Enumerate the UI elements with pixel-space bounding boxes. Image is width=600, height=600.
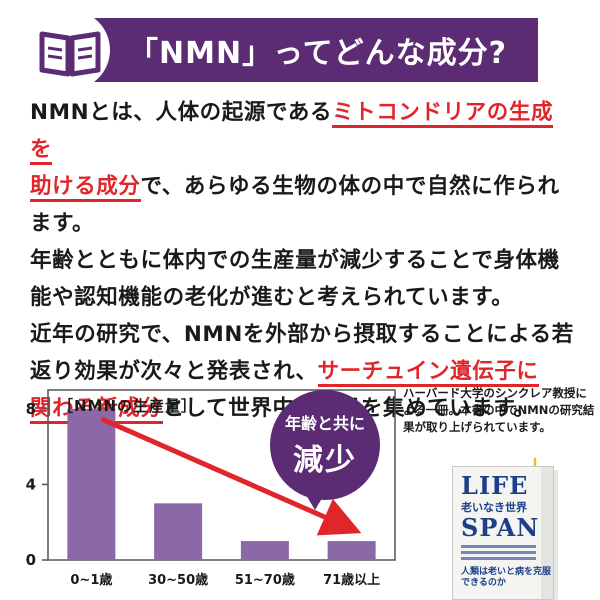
bar xyxy=(154,503,203,560)
book-decoration xyxy=(461,545,536,563)
page-title: 「NMN」ってどんな成分? xyxy=(128,36,507,71)
bar xyxy=(240,541,289,560)
bar xyxy=(67,408,116,560)
x-tick-label: 51~70歳 xyxy=(235,572,295,588)
highlight-helps-component: 助ける成分 xyxy=(30,174,141,202)
x-tick-label: 30~50歳 xyxy=(148,572,208,588)
icon-circle xyxy=(30,10,110,90)
y-tick-label: 0 xyxy=(26,551,36,569)
book-title-bottom: SPAN xyxy=(461,513,540,542)
highlight-mitochondria: ミトコンドリアの生成を xyxy=(30,100,554,165)
book-title-top: LIFE xyxy=(461,471,529,500)
chart-title: ［NMNの生産量］ xyxy=(58,397,198,415)
paragraph-2: 年齢とともに体内での生産量が減少することで身体機能や認知機能の老化が進むと考えら… xyxy=(30,248,560,310)
text-span: で、あらゆる生物の体の中で自然に作られます。 xyxy=(30,174,560,236)
bar xyxy=(327,541,376,560)
y-tick-label: 8 xyxy=(26,400,36,418)
description: NMNとは、人体の起源であるミトコンドリアの生成を助ける成分で、あらゆる生物の体… xyxy=(30,94,575,427)
highlight-sirtuin: サーチュイン遺伝子に xyxy=(317,359,539,387)
x-tick-label: 0~1歳 xyxy=(70,572,112,588)
bubble-line-1: 年齢と共に xyxy=(284,414,365,433)
book-caption: ハーバード大学のシンクレア教授による一冊。本書の中でNMNの研究結果が取り上げら… xyxy=(403,386,595,434)
book-bottom-text: 人類は老いと病を克服できるのか xyxy=(461,567,552,588)
decrease-bubble: 年齢と共に 減少 xyxy=(270,390,380,500)
y-tick-label: 4 xyxy=(26,475,36,493)
nmn-production-chart: 0~1歳 30~50歳 51~70歳 71歳以上 0 4 8 xyxy=(26,389,396,588)
book-subtitle: 老いなき世界 xyxy=(461,501,527,514)
header-banner: 「NMN」ってどんな成分? xyxy=(30,10,538,90)
open-book-icon xyxy=(39,31,101,77)
chart-frame xyxy=(47,389,396,561)
book-spine xyxy=(541,467,553,599)
text-span: 近年の研究で、NMNを外部から摂取することによる若返り効果が次々と発表され、 xyxy=(30,322,574,384)
x-tick-label: 71歳以上 xyxy=(323,572,380,588)
bubble-line-2: 減少 xyxy=(293,443,357,478)
book-cover-image: LIFE 老いなき世界 SPAN 人類は老いと病を克服できるのか xyxy=(452,466,554,600)
text-span: NMNとは、人体の起源である xyxy=(30,100,333,125)
paragraph-1: NMNとは、人体の起源であるミトコンドリアの生成を助ける成分で、あらゆる生物の体… xyxy=(30,94,575,242)
